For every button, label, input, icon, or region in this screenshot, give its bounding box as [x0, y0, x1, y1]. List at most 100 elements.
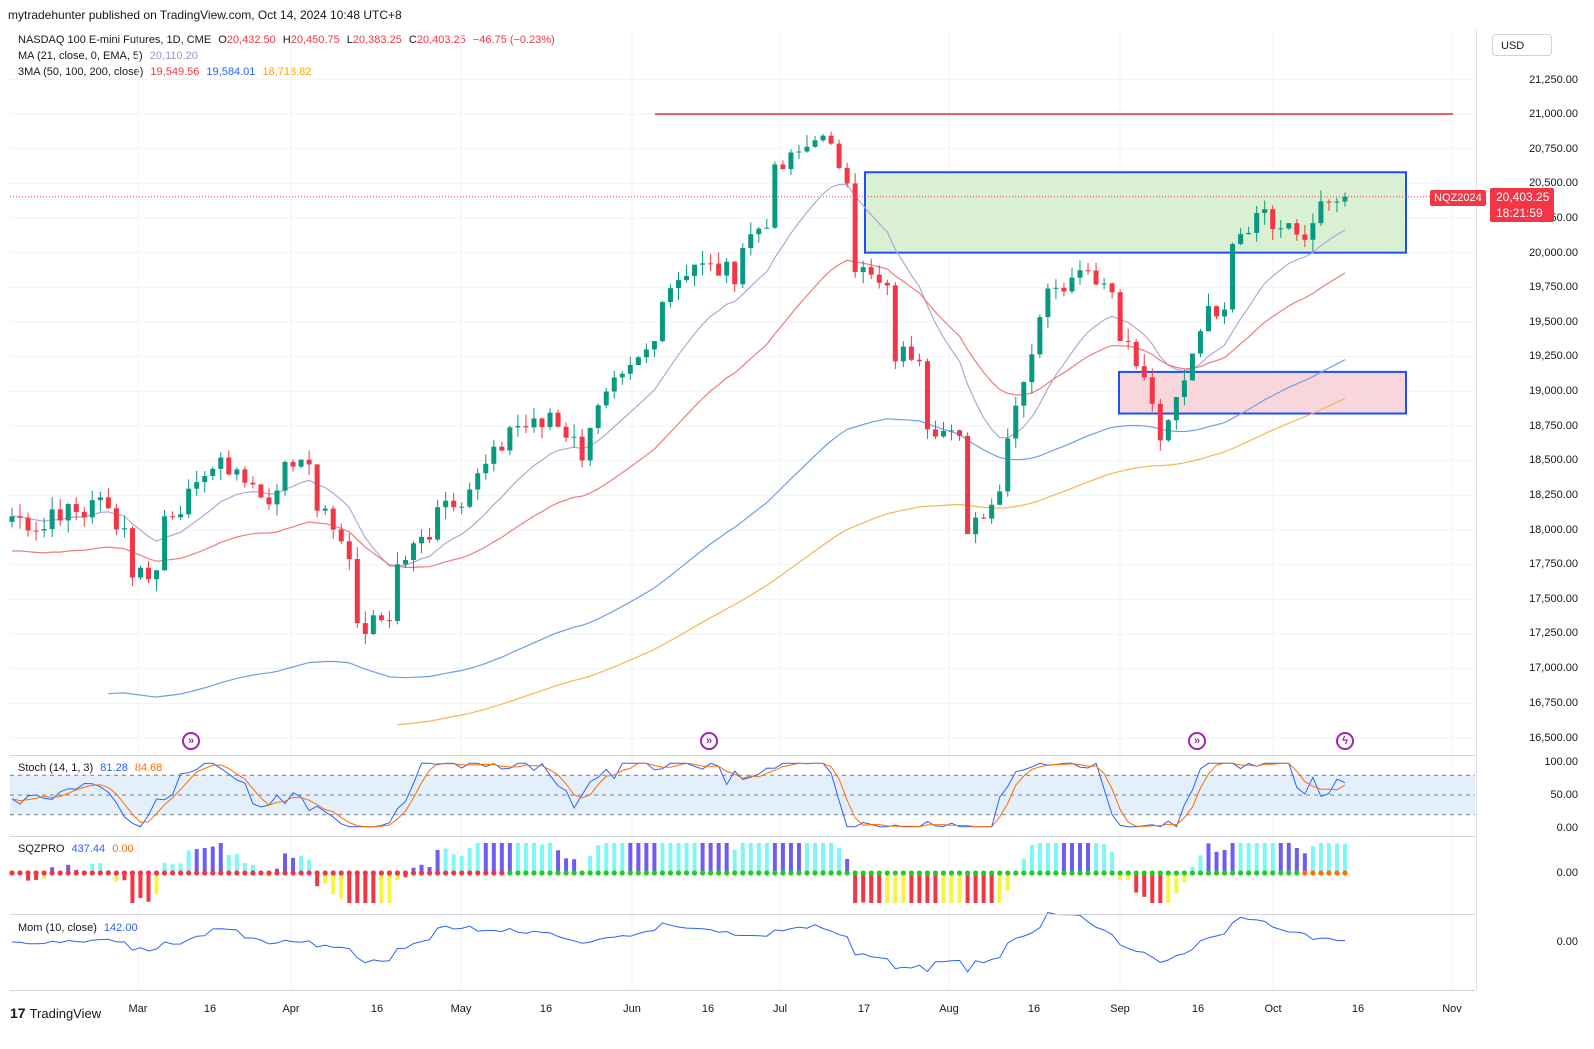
lightning-event-icon[interactable]: ϟ — [1336, 732, 1354, 750]
sqz-dot — [1181, 870, 1187, 876]
sqz-dot — [708, 870, 714, 876]
candle-body — [619, 373, 625, 378]
time-tick: Aug — [939, 1003, 959, 1015]
dividend-event-icon[interactable]: » — [1188, 732, 1206, 750]
mom-label: Mom (10, close) — [18, 922, 97, 934]
candle-body — [338, 529, 344, 542]
candle-body — [860, 267, 866, 273]
sqz-dot — [443, 870, 449, 876]
mom-legend[interactable]: Mom (10, close) 142.00 — [18, 920, 138, 936]
sqz-dot — [667, 870, 674, 876]
candle-body — [394, 564, 400, 621]
sqz-bar — [981, 873, 986, 903]
sqz-dot — [1246, 870, 1252, 876]
sqz-bar — [628, 843, 633, 873]
chart-grid — [10, 30, 1475, 990]
sqz-bar — [226, 854, 231, 873]
sqz-bar — [668, 843, 673, 873]
candle-body — [940, 430, 946, 437]
sqz-dot — [266, 870, 272, 876]
price-axis[interactable]: 21,250.00 21,000.00 20,750.00 20,500.00 … — [1480, 0, 1588, 760]
sqz-bar — [291, 857, 296, 873]
candle-body — [1021, 382, 1027, 406]
symbol-title[interactable]: NASDAQ 100 E-mini Futures, 1D, CME — [18, 34, 212, 46]
candle-body — [1222, 309, 1228, 317]
currency-button[interactable]: USD — [1492, 34, 1552, 56]
sqz-dot — [410, 870, 417, 876]
stoch-k-value: 81.28 — [100, 762, 128, 774]
sqz-bar — [652, 843, 657, 873]
ma-legend[interactable]: MA (21, close, 0, EMA, 5) 20,110.20 — [18, 48, 198, 64]
candle-body — [378, 615, 384, 621]
candle-body — [1101, 283, 1107, 285]
candle-body — [1310, 223, 1316, 240]
price-tick: 20,500.00 — [1529, 177, 1578, 189]
stoch-d-value: 84.68 — [134, 762, 163, 774]
bar-countdown: 18:21:59 — [1496, 206, 1543, 220]
sqz-dot — [1173, 870, 1179, 876]
stoch-legend[interactable]: Stoch (14, 1, 3) 81.28 84.68 — [18, 760, 162, 776]
sqz-dot — [716, 870, 722, 876]
candle-body — [1037, 317, 1043, 355]
sqz-bar — [1029, 844, 1034, 873]
sqz-dot — [306, 870, 312, 876]
sqz-bar — [700, 843, 705, 873]
candle-body — [892, 285, 898, 362]
candle-body — [812, 140, 818, 147]
pane-divider[interactable] — [10, 836, 1475, 837]
last-price: 20,403.25 — [1496, 190, 1550, 204]
sqz-dot — [33, 870, 39, 876]
sqz-dot — [1197, 870, 1204, 876]
sqz-dot — [346, 870, 352, 876]
sqz-dot — [362, 870, 368, 876]
sqz-bar — [973, 873, 978, 903]
candle-body — [563, 426, 569, 438]
sqz-dot — [547, 870, 553, 876]
pane-divider[interactable] — [10, 914, 1475, 915]
candle-body — [932, 429, 938, 437]
sqz-bar — [154, 873, 159, 895]
sqz-bar — [1270, 843, 1275, 873]
candle-body — [218, 457, 224, 469]
time-tick: Jun — [623, 1003, 641, 1015]
candle-body — [146, 567, 152, 580]
sqz-bar — [925, 873, 930, 903]
candle-body — [17, 516, 23, 518]
sqz-bar — [556, 850, 561, 873]
sqz-bar — [748, 843, 753, 873]
sqz-bar — [1021, 858, 1026, 873]
sqz-dot — [876, 870, 882, 876]
candle-body — [732, 261, 738, 285]
pane-divider[interactable] — [10, 755, 1475, 756]
time-tick: 16 — [1027, 1003, 1041, 1015]
3ma-legend[interactable]: 3MA (50, 100, 200, close) 19,549.56 19,5… — [18, 64, 311, 80]
sqz-dot — [1278, 870, 1284, 876]
time-tick: 16 — [539, 1003, 553, 1015]
candle-body — [684, 275, 690, 281]
candle-body — [1013, 405, 1019, 439]
sqz-dot — [1157, 870, 1163, 876]
sqz-bar — [1174, 873, 1179, 894]
sqz-legend[interactable]: SQZPRO 437.44 0.00 — [18, 841, 134, 857]
sqz-dot — [467, 870, 473, 876]
sqz-bar — [283, 853, 288, 873]
candle-body — [635, 357, 641, 366]
tradingview-footer[interactable]: 17 TradingView — [10, 1005, 101, 1021]
sqz-dot — [956, 870, 963, 876]
sqz-bar — [499, 843, 504, 873]
sqz-dot — [170, 870, 176, 876]
sqz-dot — [1109, 870, 1115, 876]
sqz-bar — [724, 843, 729, 873]
sqz-bar — [861, 873, 866, 903]
price-zones — [10, 113, 1475, 415]
time-tick: Apr — [282, 1003, 300, 1015]
sqz-bar — [564, 858, 569, 873]
dividend-event-icon[interactable]: » — [700, 732, 718, 750]
dividend-event-icon[interactable]: » — [182, 732, 200, 750]
sqz-dot — [539, 870, 545, 876]
sqz-dot — [651, 870, 658, 876]
sqz-bar — [395, 873, 400, 881]
time-tick: Nov — [1442, 1003, 1462, 1015]
sqz-dot — [989, 870, 995, 876]
